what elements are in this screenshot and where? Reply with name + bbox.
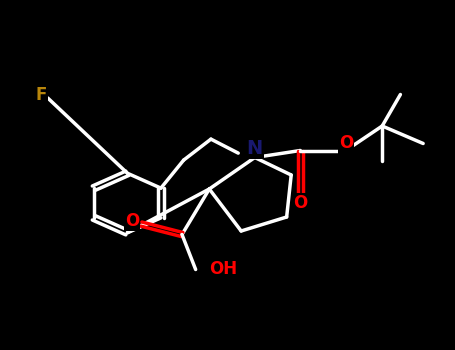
Text: OH: OH: [209, 260, 238, 279]
Text: O: O: [339, 134, 353, 153]
Text: F: F: [35, 85, 46, 104]
Text: O: O: [293, 194, 308, 212]
Text: O: O: [125, 211, 139, 230]
Text: N: N: [247, 139, 263, 158]
